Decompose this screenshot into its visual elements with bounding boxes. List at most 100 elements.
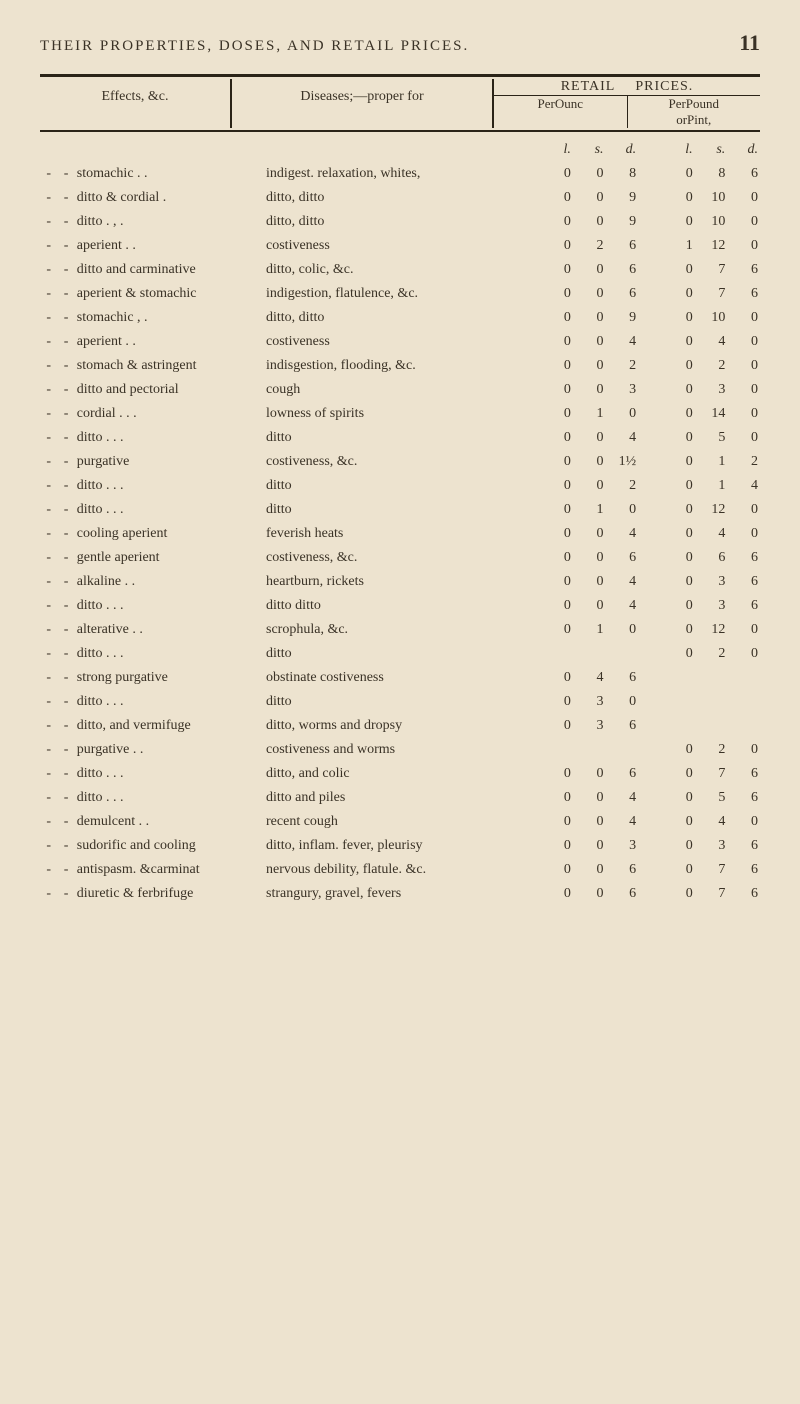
page-header: THEIR PROPERTIES, DOSES, AND RETAIL PRIC… [40, 30, 760, 56]
dash-2: - [57, 498, 74, 522]
effect-cell: demulcent . . [75, 810, 264, 834]
pint-s: 10 [695, 186, 728, 210]
dash-1: - [40, 522, 57, 546]
pint-d: 0 [727, 186, 760, 210]
dash-1: - [40, 210, 57, 234]
ounc-l: 0 [540, 810, 573, 834]
dash-2: - [57, 762, 74, 786]
pint-l: 0 [662, 426, 695, 450]
ounc-s: 0 [573, 570, 606, 594]
effect-cell: strong purgative [75, 666, 264, 690]
pint-d: 6 [727, 258, 760, 282]
dash-1: - [40, 570, 57, 594]
table-row: --cooling aperientfeverish heats004040 [40, 522, 760, 546]
dash-1: - [40, 762, 57, 786]
ounc-d: 6 [606, 858, 639, 882]
ounc-l: 0 [540, 786, 573, 810]
pint-s: 3 [695, 594, 728, 618]
ounc-l: 0 [540, 498, 573, 522]
pint-l: 0 [662, 570, 695, 594]
ounc-d: 0 [606, 618, 639, 642]
ounc-s: 1 [573, 402, 606, 426]
pint-d: 6 [727, 162, 760, 186]
ounc-l: 0 [540, 882, 573, 906]
disease-cell: indigestion, flatulence, &c. [264, 282, 540, 306]
disease-cell: indigest. relaxation, whites, [264, 162, 540, 186]
table-row: --ditto and carminativeditto, colic, &c.… [40, 258, 760, 282]
pint-s: 7 [695, 258, 728, 282]
disease-cell: ditto [264, 474, 540, 498]
pint-s: 4 [695, 330, 728, 354]
pint-l: 0 [662, 282, 695, 306]
pint-l: 0 [662, 522, 695, 546]
pint-d: 6 [727, 546, 760, 570]
gap [638, 402, 662, 426]
effect-cell: alterative . . [75, 618, 264, 642]
pint-d: 0 [727, 810, 760, 834]
pint-l: 0 [662, 882, 695, 906]
lsd-header-row: l.s.d.l.s.d. [40, 138, 760, 162]
dash-1: - [40, 282, 57, 306]
dash-1: - [40, 162, 57, 186]
ounc-l: 0 [540, 594, 573, 618]
table-row: --alkaline . .heartburn, rickets004036 [40, 570, 760, 594]
price-table: l.s.d.l.s.d.--stomachic . .indigest. rel… [40, 138, 760, 906]
ounc-s: 0 [573, 858, 606, 882]
dash-1: - [40, 450, 57, 474]
dash-2: - [57, 426, 74, 450]
disease-cell: ditto, inflam. fever, pleurisy [264, 834, 540, 858]
gap [638, 738, 662, 762]
table-row: --ditto & cordial .ditto, ditto0090100 [40, 186, 760, 210]
disease-cell: ditto, colic, &c. [264, 258, 540, 282]
dash-1: - [40, 690, 57, 714]
gap [638, 378, 662, 402]
pint-l: 0 [662, 210, 695, 234]
ounc-d: 4 [606, 426, 639, 450]
effect-cell: ditto . . . [75, 594, 264, 618]
ounc-l: 0 [540, 666, 573, 690]
disease-cell: feverish heats [264, 522, 540, 546]
pint-s: 6 [695, 546, 728, 570]
table-row: --ditto and pectorialcough003030 [40, 378, 760, 402]
effect-cell: ditto . . . [75, 690, 264, 714]
header-retail: RETAIL [561, 79, 616, 95]
effect-cell: ditto . , . [75, 210, 264, 234]
dash-1: - [40, 378, 57, 402]
table-row: --ditto . . .ditto030 [40, 690, 760, 714]
ounc-d: 4 [606, 786, 639, 810]
dash-1: - [40, 474, 57, 498]
disease-cell: lowness of spirits [264, 402, 540, 426]
pint-s: 2 [695, 642, 728, 666]
ounc-s: 0 [573, 762, 606, 786]
effect-cell: aperient . . [75, 330, 264, 354]
gap [638, 810, 662, 834]
effect-cell: alkaline . . [75, 570, 264, 594]
dash-2: - [57, 858, 74, 882]
ounc-l: 0 [540, 210, 573, 234]
table-row: --ditto . . .ditto and piles004056 [40, 786, 760, 810]
disease-cell: scrophula, &c. [264, 618, 540, 642]
dash-2: - [57, 402, 74, 426]
disease-cell: obstinate costiveness [264, 666, 540, 690]
ounc-l: 0 [540, 426, 573, 450]
disease-cell: recent cough [264, 810, 540, 834]
pint-d: 6 [727, 762, 760, 786]
disease-cell: ditto ditto [264, 594, 540, 618]
gap [638, 354, 662, 378]
effect-cell: diuretic & ferbrifuge [75, 882, 264, 906]
ounc-d: 6 [606, 666, 639, 690]
dash-1: - [40, 546, 57, 570]
ounc-s: 0 [573, 378, 606, 402]
pint-d: 6 [727, 858, 760, 882]
table-row: --ditto . . .ditto, and colic006076 [40, 762, 760, 786]
ounc-l: 0 [540, 690, 573, 714]
disease-cell: ditto [264, 426, 540, 450]
effect-cell: gentle aperient [75, 546, 264, 570]
ounc-l: 0 [540, 234, 573, 258]
ounc-d: 9 [606, 210, 639, 234]
ounc-d [606, 642, 639, 666]
ounc-d: 0 [606, 690, 639, 714]
gap [638, 618, 662, 642]
table-row: --aperient . .costiveness004040 [40, 330, 760, 354]
table-row: --antispasm. &carminatnervous debility, … [40, 858, 760, 882]
